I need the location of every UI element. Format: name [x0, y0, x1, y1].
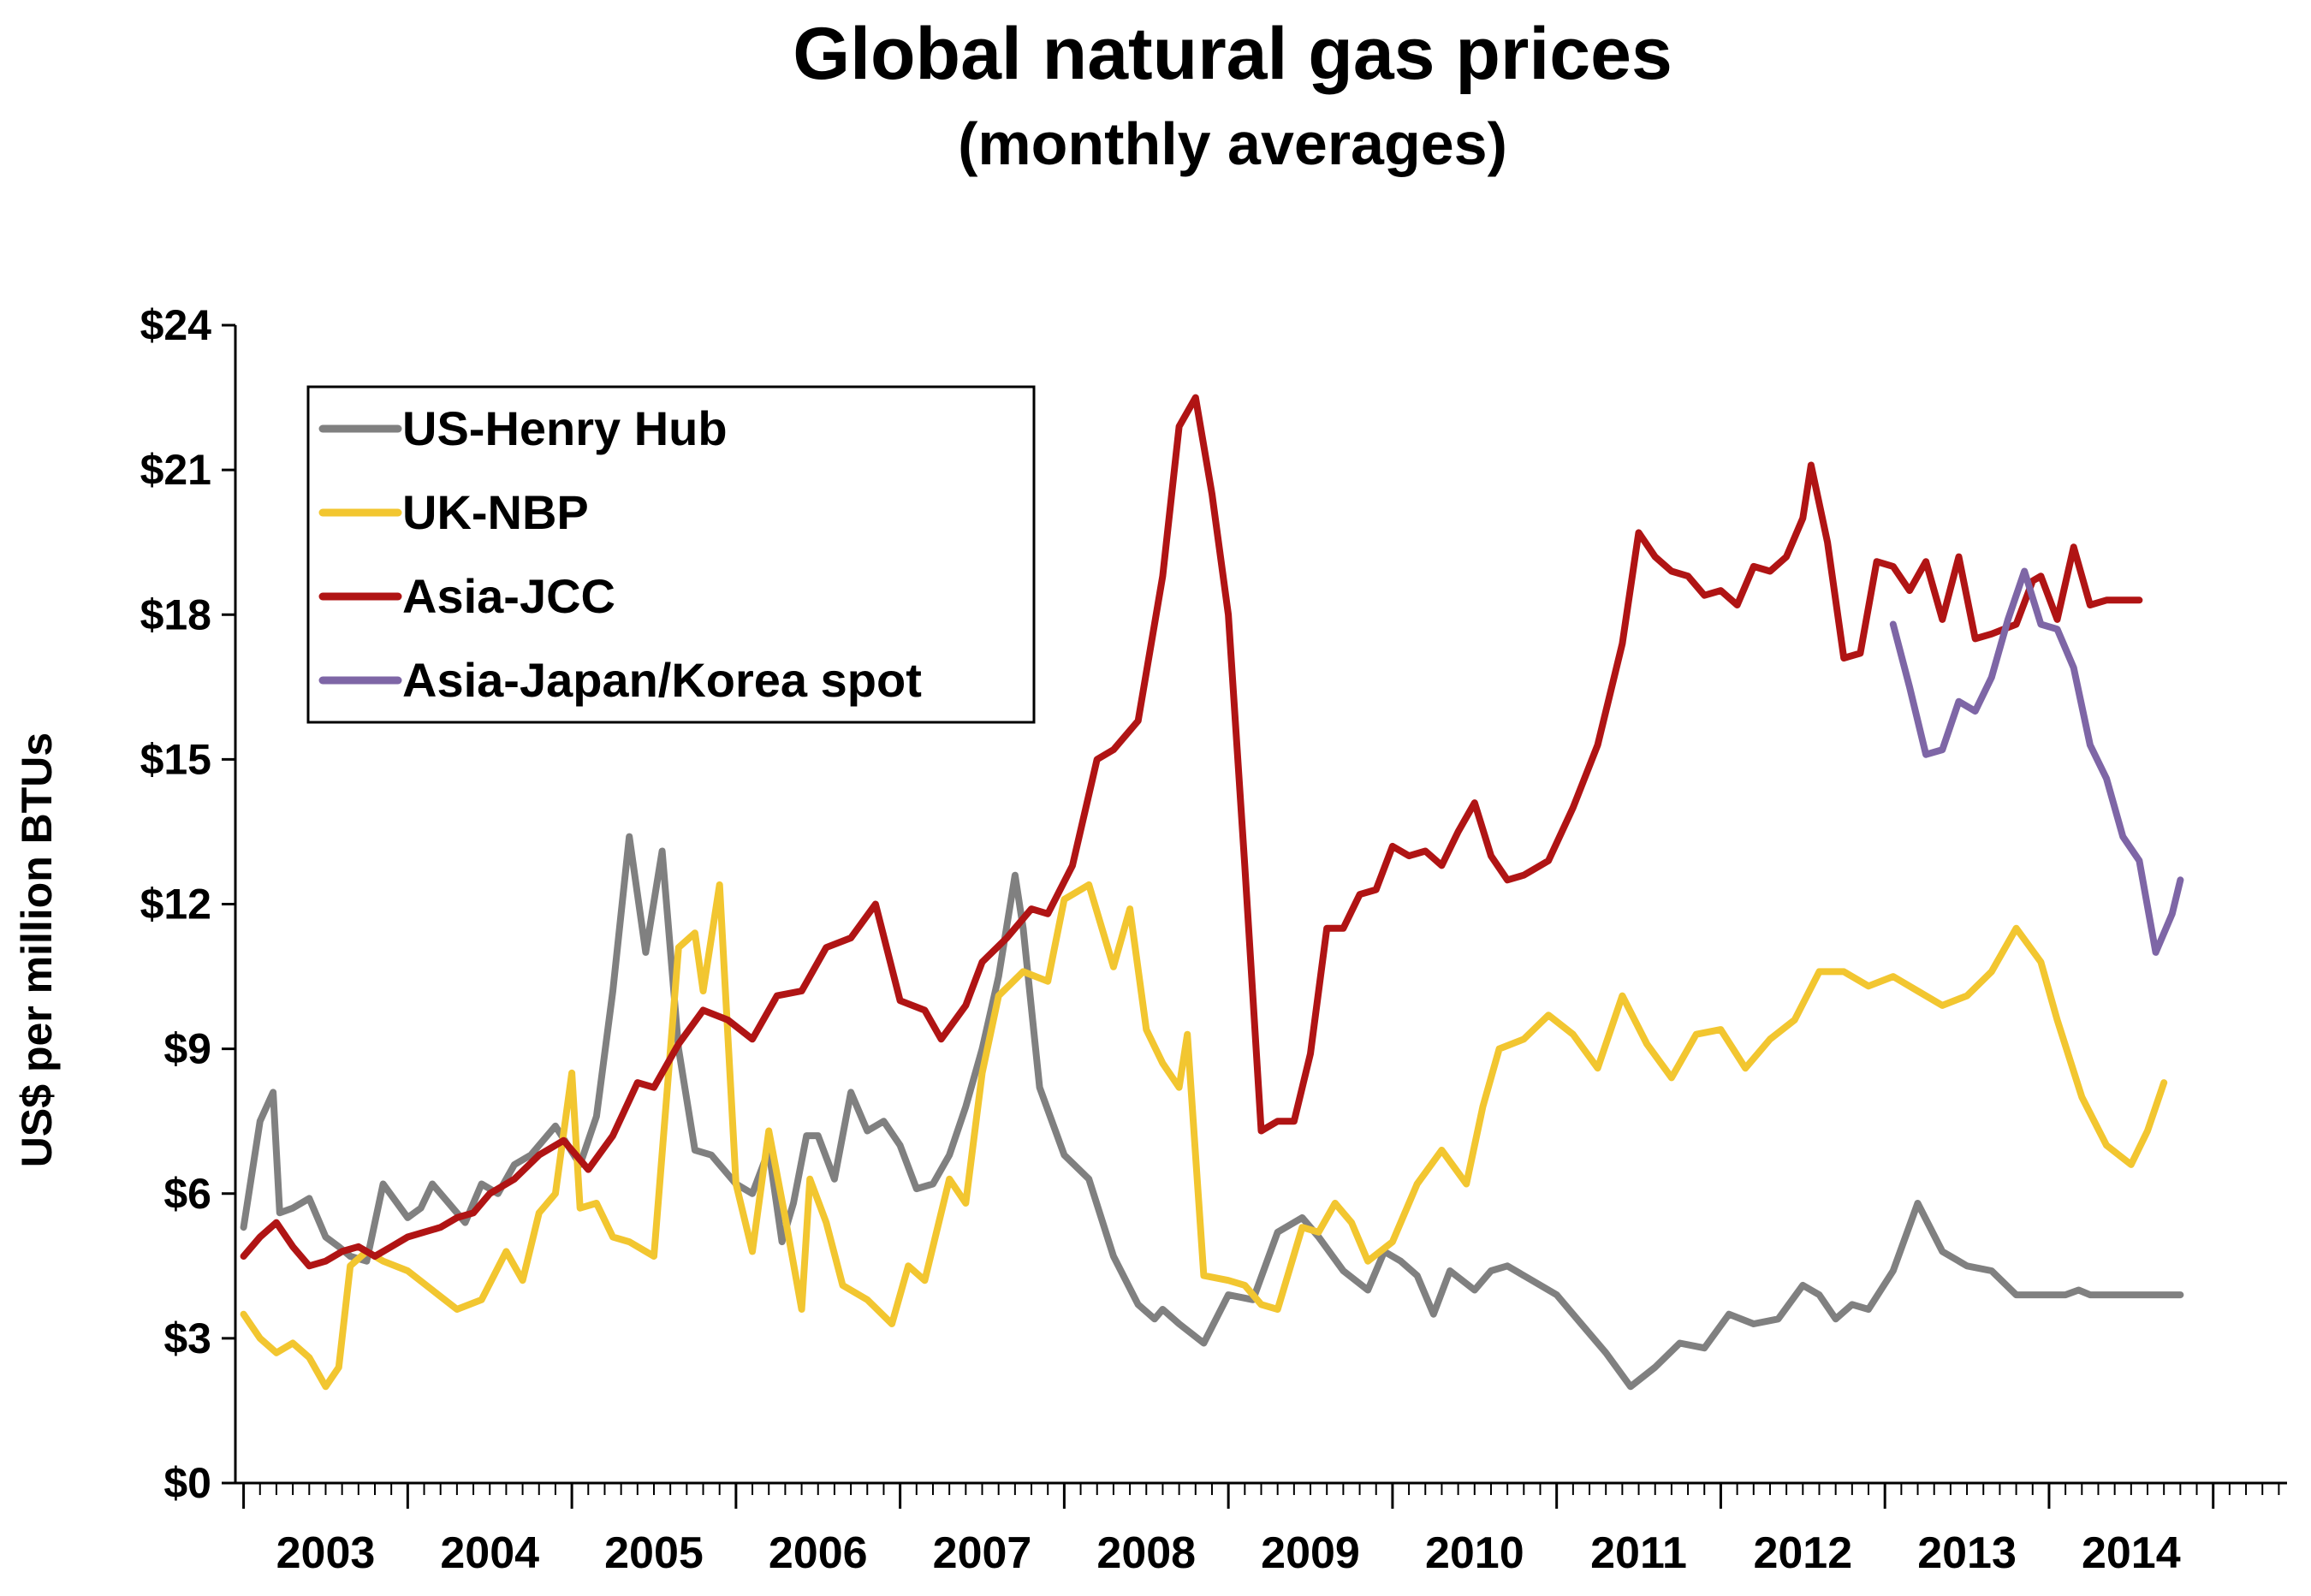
legend: US-Henry Hub UK-NBP Asia-JCC Asia-Japan/Kor…	[306, 385, 1036, 724]
y-tick-label: $6	[163, 1170, 211, 1218]
x-tick-label: 2006	[769, 1528, 868, 1578]
y-tick-label: $0	[163, 1459, 211, 1507]
series-line-us-henry-hub	[240, 833, 2184, 1391]
series-line-asia-jcc	[240, 394, 2143, 1270]
y-tick-label: $21	[140, 446, 211, 494]
y-tick-label: $9	[163, 1025, 211, 1073]
y-axis-label: US$ per million BTUs	[13, 733, 61, 1167]
x-tick-label: 2007	[933, 1528, 1032, 1578]
chart-subtitle: (monthly averages)	[958, 110, 1507, 177]
y-tick-label: $3	[163, 1314, 211, 1362]
x-tick-label: 2013	[1917, 1528, 2017, 1578]
x-tick-label: 2005	[604, 1528, 704, 1578]
series-line-asia-japan-korea-spot	[1889, 567, 2184, 956]
legend-label: UK-NBP	[402, 485, 589, 539]
x-tick-label: 2003	[276, 1528, 376, 1578]
x-tick-label: 2008	[1096, 1528, 1196, 1578]
x-tick-label: 2012	[1753, 1528, 1852, 1578]
legend-label: US-Henry Hub	[402, 401, 728, 455]
x-tick-label: 2009	[1261, 1528, 1360, 1578]
legend-label: Asia-JCC	[402, 569, 615, 623]
x-tick-label: 2011	[1590, 1528, 1687, 1578]
legend-label: Asia-Japan/Korea spot	[402, 653, 922, 707]
series-line-uk-nbp	[240, 881, 2168, 1391]
legend-box	[306, 385, 1036, 724]
y-tick-label: $18	[140, 590, 211, 638]
chart-title: Global natural gas prices	[793, 13, 1672, 95]
y-tick-label: $12	[140, 881, 211, 929]
y-tick-label: $15	[140, 735, 211, 783]
x-tick-label: 2004	[440, 1528, 539, 1578]
plot-area: $0 $3 $6 $9 $12 $15 $18 $21 $24 2003 2004 2005 2006 2…	[140, 301, 2287, 1578]
x-tick-label: 2014	[2082, 1528, 2181, 1578]
x-tick-label: 2010	[1425, 1528, 1524, 1578]
y-tick-label: $24	[140, 301, 212, 349]
